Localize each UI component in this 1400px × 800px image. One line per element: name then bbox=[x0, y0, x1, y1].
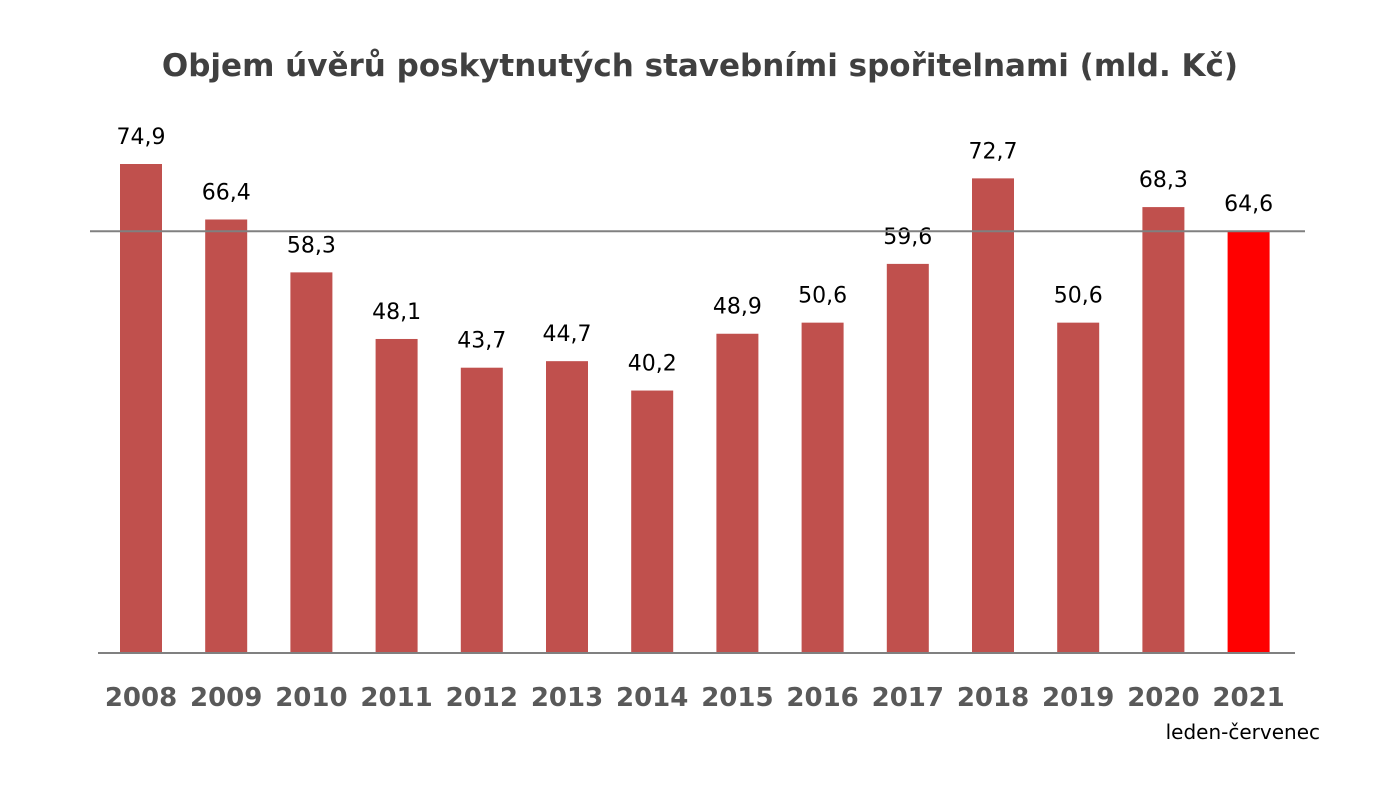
bar-2020 bbox=[1142, 207, 1185, 653]
x-tick-2018: 2018 bbox=[957, 683, 1029, 713]
x-tick-2013: 2013 bbox=[531, 683, 603, 713]
bar-2012 bbox=[460, 367, 503, 653]
bar-2021 bbox=[1227, 231, 1270, 653]
bar-2009 bbox=[205, 219, 248, 653]
data-label-2021: 64,6 bbox=[1224, 192, 1273, 217]
x-tick-2016: 2016 bbox=[786, 683, 858, 713]
x-tick-2014: 2014 bbox=[616, 683, 688, 713]
bar-2017 bbox=[886, 263, 929, 653]
x-tick-2017: 2017 bbox=[872, 683, 944, 713]
data-label-2008: 74,9 bbox=[117, 125, 166, 150]
x-tick-2019: 2019 bbox=[1042, 683, 1114, 713]
data-label-2012: 43,7 bbox=[457, 329, 506, 354]
data-label-2016: 50,6 bbox=[798, 284, 847, 309]
bar-2015 bbox=[716, 333, 759, 653]
data-label-2014: 40,2 bbox=[628, 352, 677, 377]
data-label-2010: 58,3 bbox=[287, 233, 336, 258]
bar-2016 bbox=[801, 322, 844, 653]
bar-2008 bbox=[120, 164, 162, 653]
x-tick-2021: 2021 bbox=[1212, 683, 1284, 713]
data-label-2013: 44,7 bbox=[543, 322, 592, 347]
data-label-2018: 72,7 bbox=[969, 139, 1018, 164]
data-label-2009: 66,4 bbox=[202, 180, 251, 205]
bar-2018 bbox=[972, 178, 1014, 653]
x-tick-2009: 2009 bbox=[190, 683, 262, 713]
data-label-2019: 50,6 bbox=[1054, 284, 1103, 309]
data-label-2011: 48,1 bbox=[372, 300, 421, 325]
bar-2014 bbox=[631, 390, 674, 653]
bars-group bbox=[120, 164, 1270, 653]
bar-2010 bbox=[290, 272, 333, 653]
x-tick-2010: 2010 bbox=[275, 683, 347, 713]
data-label-2017: 59,6 bbox=[883, 225, 932, 250]
chart-title: Objem úvěrů poskytnutých stavebními spoř… bbox=[161, 48, 1239, 84]
x-tick-2008: 2008 bbox=[105, 683, 177, 713]
x-tick-2015: 2015 bbox=[701, 683, 773, 713]
bar-2013 bbox=[546, 361, 588, 653]
x-tick-2012: 2012 bbox=[446, 683, 518, 713]
data-labels-group: 74,9 66,4 58,3 48,1 43,7 44,7 40,2 48,9 50,6 59,6… bbox=[117, 125, 1274, 377]
bar-2011 bbox=[375, 338, 418, 653]
x-tick-2011: 2011 bbox=[360, 683, 432, 713]
data-label-2020: 68,3 bbox=[1139, 168, 1188, 193]
data-label-2015: 48,9 bbox=[713, 295, 762, 320]
x-tick-labels-group: 2008 2009 2010 2011 2012 2013 2014 2015 2016 2017… bbox=[105, 683, 1285, 713]
chart-note: leden-červenec bbox=[1165, 720, 1320, 744]
x-tick-2020: 2020 bbox=[1127, 683, 1199, 713]
bar-2019 bbox=[1057, 322, 1100, 653]
